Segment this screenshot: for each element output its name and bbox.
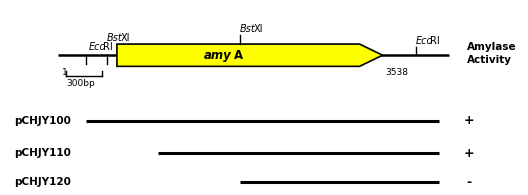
Text: pCHJY120: pCHJY120 xyxy=(14,177,71,187)
Text: RI: RI xyxy=(103,42,113,52)
Text: amy: amy xyxy=(204,49,232,62)
Text: +: + xyxy=(464,147,475,160)
Text: Eco: Eco xyxy=(89,42,106,52)
Text: 300bp: 300bp xyxy=(66,79,95,88)
Text: A: A xyxy=(234,49,243,62)
Text: XI: XI xyxy=(120,33,130,43)
Text: RI: RI xyxy=(430,36,440,46)
Text: -: - xyxy=(467,176,472,189)
Text: +: + xyxy=(464,114,475,127)
Text: Amylase
Activity: Amylase Activity xyxy=(467,42,516,65)
Text: 3538: 3538 xyxy=(385,68,408,77)
Text: pCHJY100: pCHJY100 xyxy=(14,116,71,126)
Text: Eco: Eco xyxy=(416,36,433,46)
Text: Bst: Bst xyxy=(107,33,122,43)
Text: 1: 1 xyxy=(62,68,68,77)
Text: pCHJY110: pCHJY110 xyxy=(14,148,71,158)
Text: Bst: Bst xyxy=(240,24,255,35)
Text: XI: XI xyxy=(253,24,263,35)
Polygon shape xyxy=(117,44,383,66)
